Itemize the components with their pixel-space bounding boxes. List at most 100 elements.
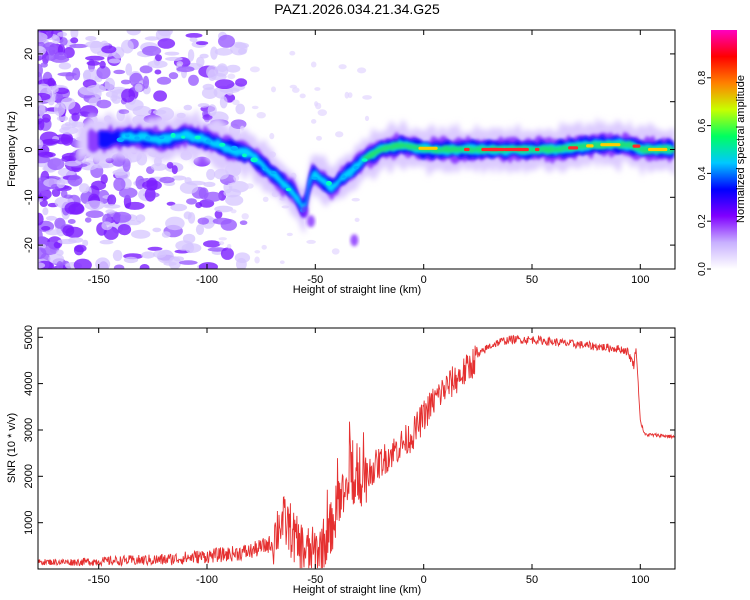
ridge-bead — [353, 165, 359, 170]
noise-speck — [230, 209, 237, 214]
noise-speck — [338, 64, 347, 70]
x-tick-label: 100 — [631, 574, 649, 586]
noise-blob — [57, 238, 77, 245]
snr-y-label: SNR (10 * v/v) — [6, 413, 18, 483]
noise-blob — [179, 181, 199, 194]
noise-speck — [254, 250, 261, 254]
noise-blob — [156, 76, 172, 85]
noise-blob — [60, 97, 76, 110]
colorbar-tick-label: 0.6 — [697, 118, 708, 132]
ridge-bead — [134, 136, 140, 141]
noise-blob — [214, 79, 235, 89]
noise-blob — [202, 114, 213, 121]
noise-blob — [207, 104, 217, 117]
noise-blob — [45, 215, 57, 221]
spectrogram-y-label: Frequency (Hz) — [6, 111, 18, 187]
noise-blob — [206, 65, 219, 79]
ridge-bead — [194, 135, 201, 140]
noise-blob — [168, 72, 179, 80]
noise-speck — [289, 50, 296, 56]
noise-blob — [197, 103, 210, 108]
ridge-bead — [311, 176, 318, 180]
noise-blob — [203, 181, 216, 187]
noise-blob — [57, 31, 68, 37]
noise-blob — [165, 216, 185, 231]
noise-blob — [113, 177, 126, 192]
noise-blob — [176, 61, 184, 67]
snr-series-line — [38, 334, 675, 569]
noise-blob — [175, 240, 194, 251]
noise-blob — [225, 194, 244, 206]
noise-blob — [79, 160, 98, 171]
noise-blob — [157, 249, 174, 264]
noise-blob — [40, 62, 48, 68]
noise-blob — [112, 211, 132, 223]
noise-blob — [112, 169, 128, 176]
noise-blob — [187, 49, 195, 62]
noise-speck — [292, 87, 300, 93]
snr-x-ticks: -150 -100 -50 0 50 100 — [88, 328, 649, 586]
noise-blob — [107, 194, 117, 206]
noise-blob — [113, 264, 125, 269]
ridge-bead — [181, 135, 186, 139]
noise-blob — [84, 217, 92, 223]
noise-blob — [61, 152, 80, 161]
noise-blob — [38, 118, 45, 131]
y-tick-label: -20 — [23, 237, 35, 253]
noise-blob — [108, 58, 121, 64]
noise-blob — [126, 30, 141, 36]
noise-blob — [41, 113, 51, 123]
noise-blob — [170, 203, 188, 212]
noise-blob — [67, 219, 76, 224]
y-tick-label: 1000 — [23, 510, 35, 534]
noise-blob — [56, 261, 64, 269]
ridge-bead — [158, 135, 165, 140]
colorbar-tick-label: 0.2 — [697, 214, 708, 228]
noise-blob — [226, 64, 241, 73]
noise-blob — [38, 181, 42, 195]
noise-blob — [120, 79, 131, 85]
noise-blob — [93, 163, 110, 169]
x-tick-label: -150 — [88, 274, 110, 286]
noise-blob — [196, 56, 205, 68]
noise-blob — [212, 217, 232, 225]
noise-blob — [139, 264, 150, 269]
ridge-bead — [219, 142, 226, 147]
noise-blob — [235, 78, 248, 87]
noise-blob — [38, 262, 46, 269]
noise-blob — [142, 75, 150, 89]
noise-blob — [139, 65, 153, 74]
x-tick-label: -50 — [307, 274, 323, 286]
noise-blob — [42, 207, 49, 216]
noise-blob — [101, 221, 113, 231]
noise-speck — [245, 183, 254, 189]
snr-frame — [37, 327, 676, 570]
noise-blob — [38, 95, 42, 107]
noise-blob — [214, 205, 234, 213]
noise-blob — [85, 55, 105, 61]
noise-blob — [53, 241, 61, 249]
noise-blob — [198, 262, 218, 269]
noise-blob — [112, 249, 123, 262]
snr-y-ticks: 1000 2000 3000 4000 5000 — [23, 325, 675, 535]
y-tick-label: 3000 — [23, 418, 35, 442]
noise-blob — [70, 30, 79, 39]
noise-speck — [310, 61, 317, 68]
colorbar: 0.0 0.2 0.4 0.6 0.8 Normalized spectral ampl… — [697, 30, 747, 276]
noise-blob — [195, 224, 205, 236]
hot-segment — [648, 147, 668, 152]
noise-blob — [54, 52, 68, 61]
noise-blob — [59, 37, 68, 46]
noise-blob — [38, 155, 51, 164]
noise-blob — [154, 69, 162, 75]
noise-blob — [214, 47, 233, 56]
noise-speck — [227, 244, 232, 249]
noise-blob — [38, 46, 44, 51]
noise-blob — [64, 201, 84, 215]
noise-blob — [99, 239, 114, 245]
y-tick-label: 4000 — [23, 371, 35, 395]
noise-blob — [203, 191, 222, 202]
ridge-bead — [205, 139, 211, 144]
noise-blob — [38, 32, 48, 43]
